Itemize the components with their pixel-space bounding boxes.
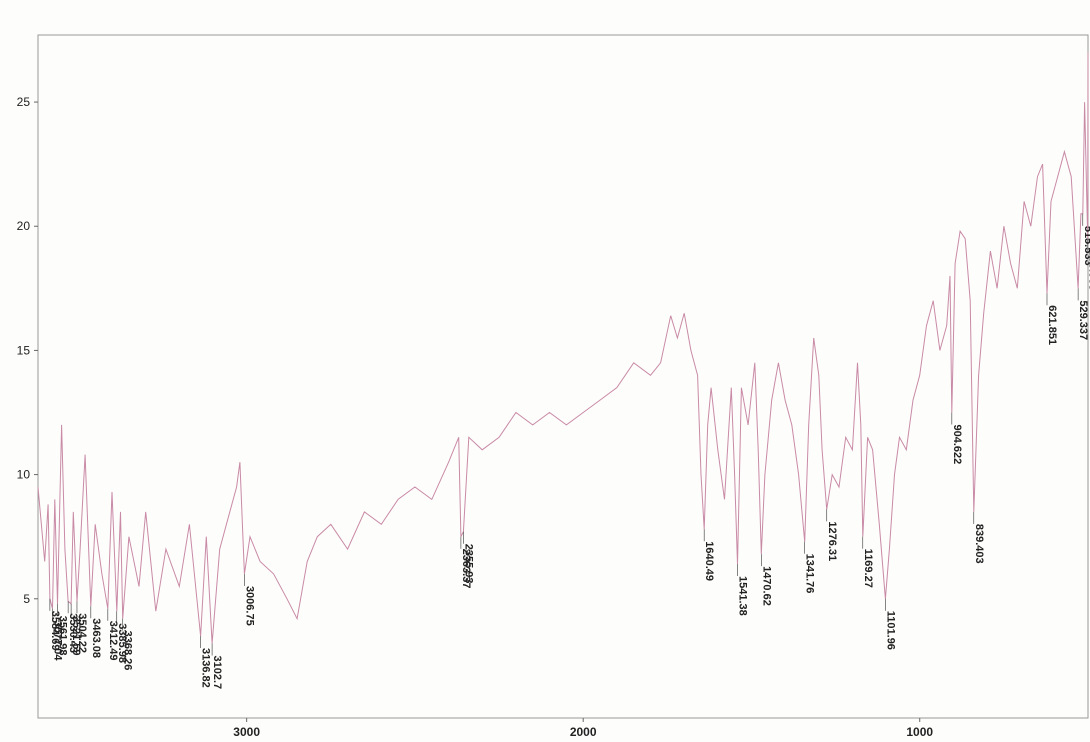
- peak-label: 3368.26: [122, 631, 134, 671]
- peak-label: 3530.43: [67, 613, 79, 653]
- peak-label: 2355.93: [462, 544, 474, 584]
- peak-label: 904.622: [951, 425, 963, 465]
- y-tick-label: 5: [23, 592, 30, 606]
- peak-label: 3577.04: [51, 621, 63, 662]
- spectrum-line: [37, 52, 1089, 644]
- y-tick-label: 10: [17, 468, 31, 482]
- x-tick-label: 1000: [906, 725, 933, 739]
- peak-label: 3584.69: [49, 611, 61, 651]
- peak-label: 3136.82: [200, 648, 212, 688]
- peak-label: 2363.37: [460, 549, 472, 589]
- peak-label: 1169.27: [862, 549, 874, 588]
- peak-label: 3463.08: [90, 618, 102, 658]
- peak-label: 839.403: [973, 524, 985, 564]
- y-tick-label: 25: [17, 95, 31, 109]
- peak-label: 1101.96: [884, 611, 896, 650]
- peak-label: 3561.98: [57, 616, 69, 656]
- peak-label: 3006.75: [243, 586, 255, 626]
- peak-label: 621.851: [1046, 305, 1058, 345]
- y-tick-label: 15: [17, 343, 31, 357]
- peak-label: 529.337: [1077, 300, 1089, 340]
- peak-label: 3521.59: [70, 616, 82, 656]
- peak-label: 3504.22: [76, 613, 88, 653]
- peak-label: 515.533: [1082, 226, 1090, 266]
- y-tick-label: 20: [17, 219, 31, 233]
- peak-label: 1470.62: [760, 566, 772, 606]
- peak-label: 1341.76: [804, 554, 816, 594]
- peak-label: 3412.49: [107, 621, 119, 661]
- peak-label: 500.963: [1087, 251, 1090, 291]
- peak-label: 3385.98: [116, 623, 128, 663]
- peak-label: 3102.7: [211, 655, 223, 689]
- peak-label: 1276.31: [826, 521, 838, 561]
- x-tick-label: 3000: [233, 725, 260, 739]
- plot-frame: [37, 34, 1089, 719]
- peak-label: 1541.38: [737, 576, 749, 616]
- peak-label: 1640.49: [703, 541, 715, 581]
- x-tick-label: 2000: [570, 725, 597, 739]
